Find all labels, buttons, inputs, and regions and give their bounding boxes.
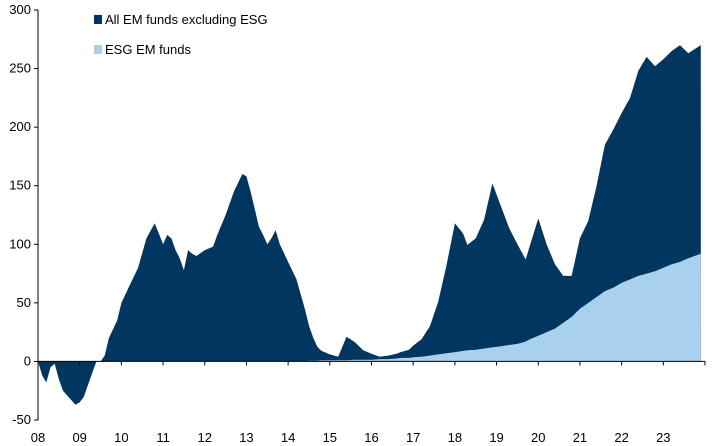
x-tick-label: 11 [156,430,170,445]
x-tick-label: 10 [114,430,128,445]
x-tick-label: 13 [239,430,253,445]
y-tick-label: 0 [24,353,31,368]
series-all-em-excluding-esg-area [38,45,701,405]
x-tick-label: 19 [489,430,503,445]
x-tick-label: 23 [656,430,670,445]
y-tick-label: -50 [12,412,31,427]
y-tick-label: 200 [9,119,31,134]
x-tick-label: 14 [281,430,295,445]
x-tick-label: 09 [72,430,86,445]
y-tick-label: 50 [17,295,31,310]
legend-item-esg-em-funds: ESG EM funds [105,42,191,57]
x-tick-label: 20 [531,430,545,445]
y-tick-label: 150 [9,178,31,193]
x-tick-label: 22 [614,430,628,445]
axes-layer: -50 0 50 100 150 200 250 300 08 09 10 11 12 13 14 15 16 1… [9,2,706,445]
y-tick-label: 100 [9,236,31,251]
x-tick-label: 16 [364,430,378,445]
area-layer [38,45,701,405]
x-tick-label: 08 [31,430,45,445]
legend-swatch [94,15,102,24]
x-tick-label: 17 [406,430,420,445]
legend-swatch [94,45,102,54]
series-esg-em-funds-area [38,253,701,362]
x-tick-label: 12 [198,430,212,445]
x-tick-label: 15 [323,430,337,445]
y-tick-label: 250 [9,61,31,76]
y-tick-label: 300 [9,2,31,17]
legend: All EM funds excluding ESG ESG EM funds [94,12,268,57]
x-tick-label: 18 [448,430,462,445]
x-tick-label: 21 [573,430,587,445]
legend-item-all-em-excluding-esg: All EM funds excluding ESG [105,12,268,27]
